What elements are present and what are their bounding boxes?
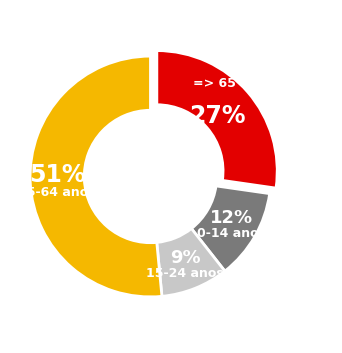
Text: 0-14 anos: 0-14 anos <box>197 227 266 240</box>
Wedge shape <box>157 50 277 188</box>
Wedge shape <box>30 56 162 297</box>
Text: 15-24 anos: 15-24 anos <box>146 267 224 280</box>
Wedge shape <box>157 228 225 296</box>
Wedge shape <box>192 186 269 271</box>
Text: 25-64 anos: 25-64 anos <box>18 186 96 199</box>
Text: => 65 anos: => 65 anos <box>193 77 274 90</box>
Text: 51%: 51% <box>29 163 86 187</box>
Text: 12%: 12% <box>210 209 253 227</box>
Text: 27%: 27% <box>189 104 246 128</box>
Text: 9%: 9% <box>170 249 200 267</box>
